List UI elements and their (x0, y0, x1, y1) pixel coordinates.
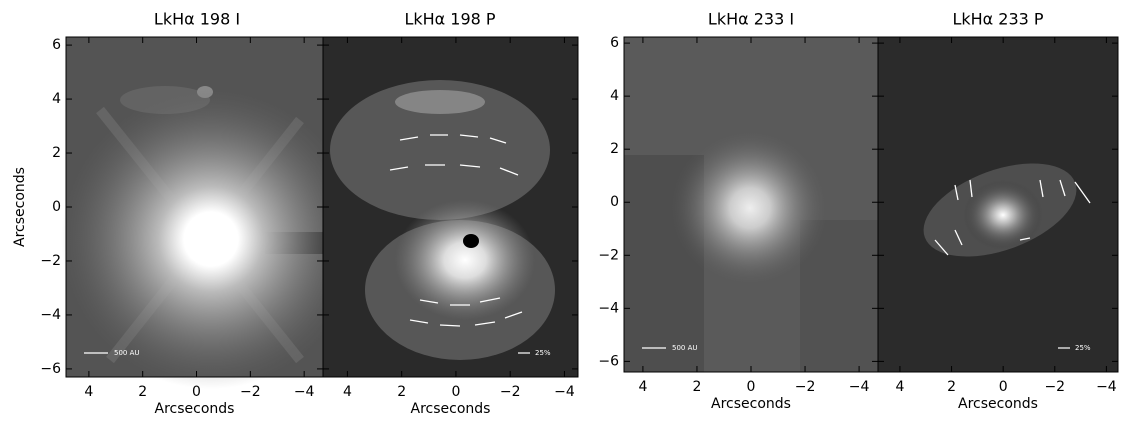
y-tick-label: 0 (52, 199, 61, 215)
panel-title: LkHα 198 P (404, 10, 495, 29)
image-233-i (624, 37, 878, 372)
x-tick-label: −2 (240, 384, 261, 400)
x-tick-label: −4 (294, 384, 315, 400)
x-tick-label: −4 (554, 384, 575, 400)
image-198-i (61, 37, 361, 389)
y-tick-label: −6 (598, 353, 619, 369)
scale-bar-label: 500 AU (672, 344, 698, 352)
y-tick-label: 6 (52, 37, 61, 53)
x-axis-label: Arcseconds (155, 401, 235, 417)
x-tick-label: 2 (947, 379, 956, 395)
y-tick-label: −4 (40, 307, 61, 323)
x-tick-label: 4 (343, 384, 352, 400)
x-tick-label: 2 (397, 384, 406, 400)
x-tick-label: 4 (84, 384, 93, 400)
image-198-p (323, 37, 578, 377)
y-tick-label: −6 (40, 361, 61, 377)
y-tick-label: −2 (40, 253, 61, 269)
scale-bar-label: 500 AU (114, 349, 140, 357)
x-tick-label: −4 (849, 379, 870, 395)
x-tick-label: −4 (1096, 379, 1117, 395)
y-tick-label: 6 (610, 35, 619, 51)
x-tick-label: 4 (638, 379, 647, 395)
x-tick-label: 2 (138, 384, 147, 400)
panel-frame (877, 36, 1119, 373)
x-tick-label: 0 (999, 379, 1008, 395)
image-233-p (878, 37, 1118, 372)
y-tick-label: 2 (52, 145, 61, 161)
y-tick-label: 4 (610, 88, 619, 104)
x-axis-label: Arcseconds (958, 396, 1038, 412)
y-tick-label: −4 (598, 300, 619, 316)
x-axis-label: Arcseconds (711, 396, 791, 412)
y-tick-label: 4 (52, 91, 61, 107)
x-tick-label: −2 (1044, 379, 1065, 395)
y-tick-label: 0 (610, 194, 619, 210)
panel-title: LkHα 233 P (952, 10, 1043, 29)
x-tick-label: −2 (500, 384, 521, 400)
x-tick-label: −2 (795, 379, 816, 395)
x-tick-label: 0 (192, 384, 201, 400)
y-axis-label: Arcseconds (12, 167, 28, 247)
y-tick-label: 2 (610, 141, 619, 157)
x-tick-label: 4 (895, 379, 904, 395)
scale-bar-label: 25% (535, 349, 551, 357)
x-tick-label: 0 (451, 384, 460, 400)
x-tick-label: 0 (747, 379, 756, 395)
panel-title: LkHα 233 I (708, 10, 794, 29)
y-tick-label: −2 (598, 247, 619, 263)
scale-bar-label: 25% (1075, 344, 1091, 352)
x-tick-label: 2 (692, 379, 701, 395)
panel-title: LkHα 198 I (154, 10, 240, 29)
x-axis-label: Arcseconds (411, 401, 491, 417)
